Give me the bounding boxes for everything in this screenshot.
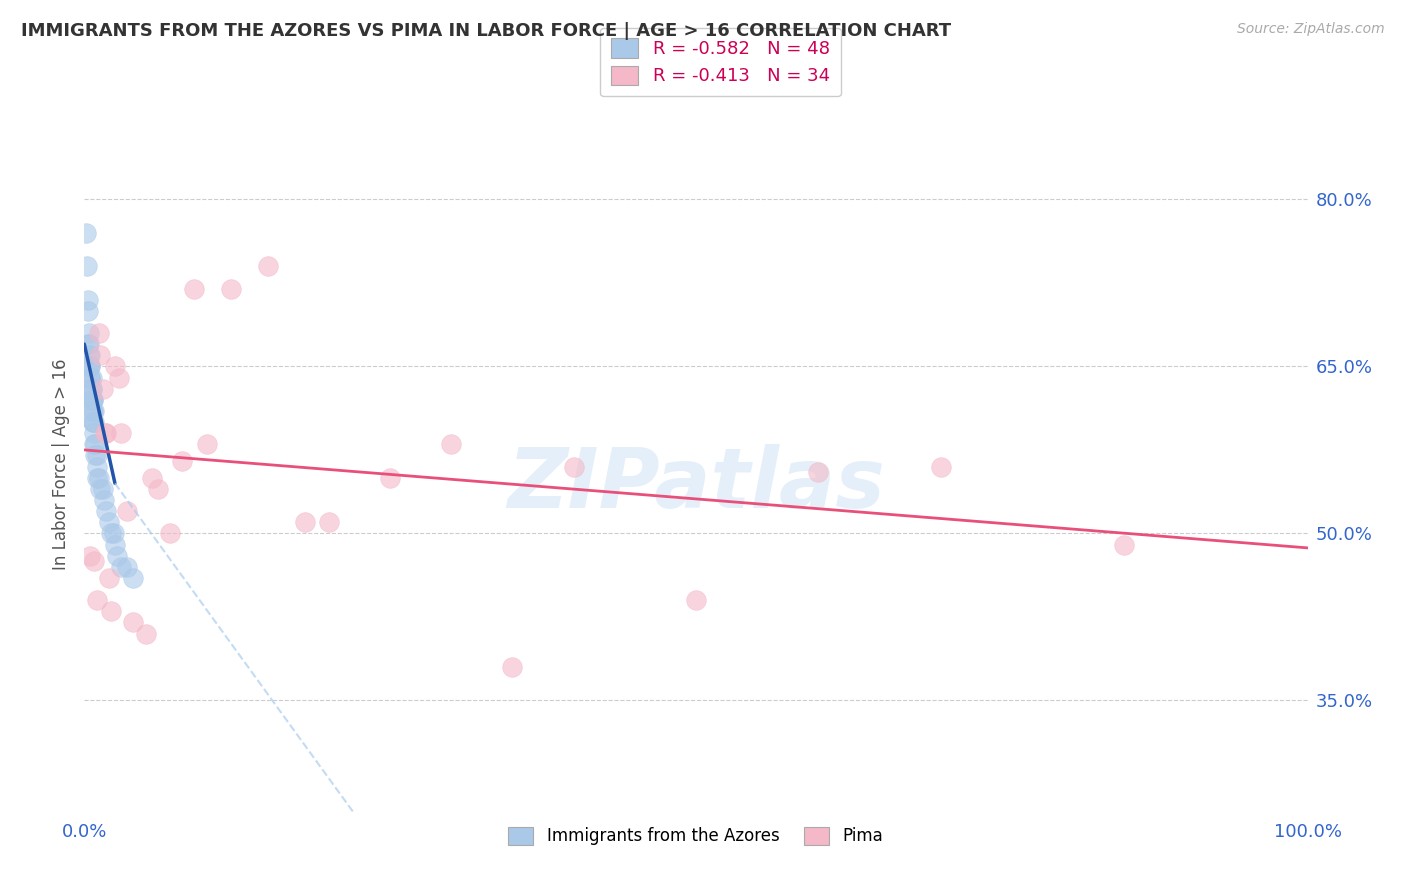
Point	[84, 437, 107, 451]
Point	[91, 382, 114, 396]
Text: ZIPatlas: ZIPatlas	[508, 444, 884, 525]
Point	[1114, 537, 1136, 551]
Point	[172, 454, 194, 468]
Point	[97, 516, 120, 530]
Point	[159, 526, 181, 541]
Point	[83, 426, 105, 441]
Point	[318, 516, 340, 530]
Point	[79, 370, 101, 384]
Point	[104, 537, 127, 551]
Point	[562, 459, 585, 474]
Point	[107, 370, 129, 384]
Point	[115, 559, 138, 574]
Point	[75, 226, 97, 240]
Point	[82, 392, 104, 407]
Point	[115, 504, 138, 518]
Point	[502, 660, 524, 674]
Point	[77, 359, 100, 374]
Point	[84, 449, 107, 463]
Point	[122, 571, 145, 585]
Point	[89, 482, 111, 496]
Point	[79, 382, 101, 396]
Point	[86, 593, 108, 607]
Point	[79, 359, 101, 374]
Point	[87, 471, 110, 485]
Text: IMMIGRANTS FROM THE AZORES VS PIMA IN LABOR FORCE | AGE > 16 CORRELATION CHART: IMMIGRANTS FROM THE AZORES VS PIMA IN LA…	[21, 22, 952, 40]
Point	[104, 359, 127, 374]
Point	[257, 259, 280, 273]
Point	[929, 459, 952, 474]
Point	[807, 465, 830, 479]
Point	[83, 437, 105, 451]
Point	[86, 459, 108, 474]
Point	[380, 471, 402, 485]
Point	[83, 415, 105, 429]
Point	[94, 426, 117, 441]
Point	[294, 516, 316, 530]
Point	[141, 471, 163, 485]
Y-axis label: In Labor Force | Age > 16: In Labor Force | Age > 16	[52, 358, 70, 570]
Point	[82, 415, 104, 429]
Point	[100, 604, 122, 618]
Point	[96, 426, 118, 441]
Point	[83, 554, 105, 568]
Point	[77, 303, 100, 318]
Point	[80, 392, 103, 407]
Point	[82, 404, 104, 418]
Point	[77, 293, 100, 307]
Point	[77, 348, 100, 362]
Point	[83, 404, 105, 418]
Point	[440, 437, 463, 451]
Point	[110, 426, 132, 441]
Point	[80, 382, 103, 396]
Point	[79, 549, 101, 563]
Point	[195, 437, 218, 451]
Point	[685, 593, 707, 607]
Text: Source: ZipAtlas.com: Source: ZipAtlas.com	[1237, 22, 1385, 37]
Point	[82, 415, 104, 429]
Legend: Immigrants from the Azores, Pima: Immigrants from the Azores, Pima	[502, 820, 890, 852]
Point	[100, 526, 122, 541]
Point	[77, 337, 100, 351]
Point	[97, 571, 120, 585]
Point	[80, 404, 103, 418]
Point	[79, 370, 101, 384]
Point	[80, 382, 103, 396]
Point	[87, 326, 110, 340]
Point	[82, 392, 104, 407]
Point	[105, 549, 128, 563]
Point	[80, 392, 103, 407]
Point	[77, 337, 100, 351]
Point	[110, 559, 132, 574]
Point	[103, 526, 125, 541]
Point	[79, 348, 101, 362]
Point	[89, 348, 111, 362]
Point	[76, 259, 98, 273]
Point	[96, 504, 118, 518]
Point	[91, 482, 114, 496]
Point	[79, 359, 101, 374]
Point	[146, 482, 169, 496]
Point	[135, 626, 157, 640]
Point	[86, 471, 108, 485]
Point	[122, 615, 145, 630]
Point	[219, 281, 242, 295]
Point	[183, 281, 205, 295]
Point	[80, 370, 103, 384]
Point	[77, 326, 100, 340]
Point	[93, 493, 115, 508]
Point	[86, 449, 108, 463]
